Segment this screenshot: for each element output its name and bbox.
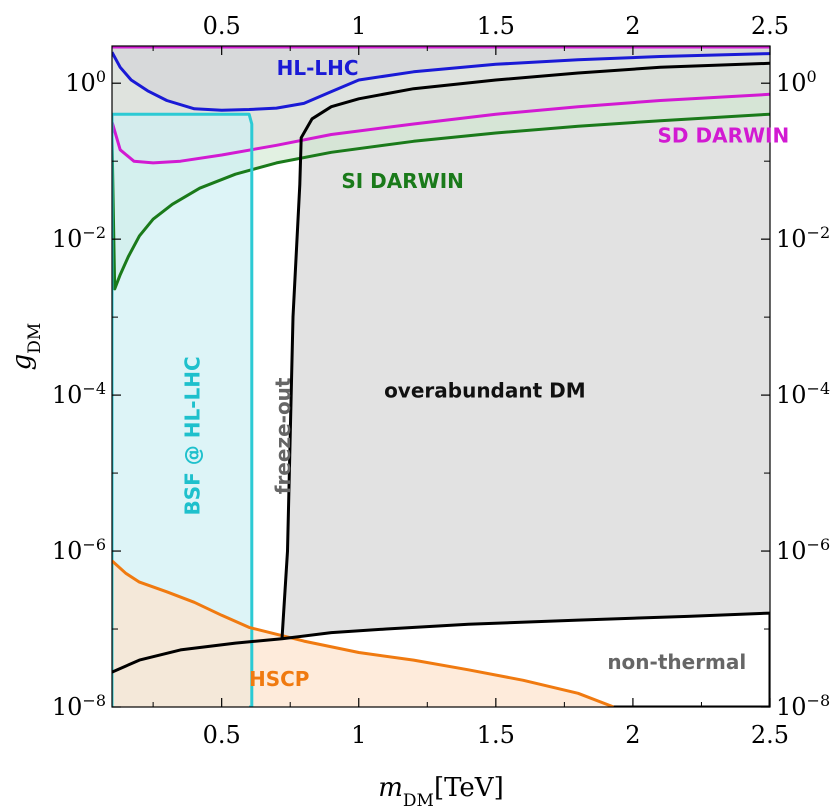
x-axis-title-main: m [378,773,403,803]
y-tick-label-right: 100 [776,67,817,98]
x-tick-label-bottom: 2.5 [751,721,789,749]
y-tick-label-left: 100 [65,67,106,98]
x-tick-label-top: 1.5 [477,12,515,40]
x-axis-title-unit: [TeV] [434,773,504,803]
region-overabundant [282,63,770,639]
x-tick-label-bottom: 1 [351,721,366,749]
region-bsf [112,114,252,707]
x-tick-label-bottom: 1.5 [477,721,515,749]
y-tick-label-right: 10−2 [776,223,830,254]
x-axis-title: mDM[TeV] [378,773,503,810]
label-overabundant: overabundant DM [384,378,586,402]
y-tick-label-left: 10−2 [52,223,106,254]
ticks-layer: 0.5 0.5 1 1 1.5 1.5 2 2 2.5 2.5 100 100 10−2 10−2 10−4… [52,12,830,749]
labels-layer: overabundant DM HL-LHC SD DARWIN SI DARWIN B… [181,56,789,691]
y-tick-label-left: 10−4 [52,379,106,410]
x-tick-label-top: 2 [625,12,640,40]
y-axis-title-main: g [7,354,37,371]
x-tick-label-bottom: 0.5 [203,721,241,749]
plot-frame [111,45,771,708]
label-bsf: BSF @ HL-LHC [181,356,205,515]
y-tick-label-left: 10−6 [52,535,106,566]
y-axis-title: gDM [7,323,45,371]
label-freezeout: freeze-out [271,377,295,494]
label-nonthermal: non-thermal [607,650,746,674]
y-axis-title-sub: DM [25,323,45,354]
boundary-si_darwin [112,112,770,291]
boundary-sd_darwin [112,92,770,165]
label-hscp: HSCP [249,667,309,691]
y-tick-label-right: 10−6 [776,535,830,566]
boundary-hl_lhc [112,51,770,112]
label-sd_darwin: SD DARWIN [658,123,790,147]
region-hscp [112,560,614,707]
x-tick-label-top: 1 [351,12,366,40]
regions-layer [112,46,770,707]
x-tick-label-top: 0.5 [203,12,241,40]
x-tick-label-bottom: 2 [625,721,640,749]
curve-nonthermal [112,611,770,674]
x-axis-title-sub: DM [403,791,434,810]
label-si_darwin: SI DARWIN [341,169,464,193]
y-tick-label-right: 10−8 [776,691,830,722]
y-tick-label-left: 10−8 [52,691,106,722]
y-tick-label-right: 10−4 [776,379,830,410]
label-hl_lhc: HL-LHC [277,56,359,80]
curve-freezeout [280,61,770,639]
x-tick-label-top: 2.5 [751,12,789,40]
boundary-hscp [112,559,615,707]
boundary-bsf [112,112,254,707]
